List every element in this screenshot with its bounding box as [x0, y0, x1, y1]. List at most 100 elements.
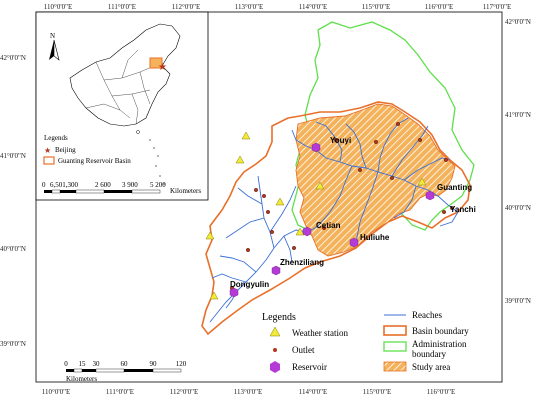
- outlet: [270, 229, 275, 234]
- outlet: [253, 187, 258, 192]
- inset-scalebar: 0 6,501,300 2 600 3 900 5 200 Kilometers: [42, 181, 201, 195]
- outlet: [418, 137, 423, 142]
- bottom-tick-label: 115°0'0"E: [363, 388, 391, 396]
- inset-map: N ★ Legends ★ Beijing Guanting Reservoir…: [35, 11, 209, 201]
- inset-basin-label: Guanting Reservoir Basin: [58, 157, 131, 165]
- top-tick-label: 110°0'0"E: [44, 3, 72, 11]
- weather-station-icon: [235, 155, 245, 164]
- place-label-huliuhe: Huliuhe: [360, 233, 390, 242]
- reach: [257, 175, 275, 249]
- place-label-dongyulin: Dongyulin: [230, 280, 269, 289]
- left-tick-label: 42°0'0"N: [0, 54, 26, 62]
- island: [136, 130, 140, 134]
- reach: [269, 185, 297, 233]
- right-tick-label: 42°0'0"N: [505, 18, 531, 26]
- right-tick-label: 41°0'0"N: [505, 111, 531, 119]
- scale-tick: 120: [176, 360, 187, 368]
- scale-tick: 0: [64, 360, 68, 368]
- scale-tick: 30: [93, 360, 101, 368]
- right-tick-label: 40°0'0"N: [505, 204, 531, 212]
- inset-scale-tick: 5 200: [150, 181, 166, 189]
- legend: Legends Weather station Outlet Reservoir…: [262, 310, 469, 373]
- legend-reservoir-label: Reservoir: [292, 362, 327, 372]
- reach: [393, 185, 417, 219]
- inset-scale-unit: Kilometers: [170, 187, 201, 195]
- left-tick-label: 39°0'0"N: [0, 340, 26, 348]
- legend-weather-station-label: Weather station: [292, 328, 349, 338]
- basin-boundary: [201, 101, 471, 336]
- reach: [237, 187, 263, 205]
- weather-station-icon: [275, 197, 285, 206]
- bottom-tick-label: 110°0'0"E: [42, 388, 70, 396]
- legend-reservoir-icon: [270, 361, 280, 373]
- reservoir-icon: [271, 265, 281, 276]
- scale-tick: 15: [79, 360, 87, 368]
- outlet: [334, 137, 339, 142]
- weather-station-icon: [241, 131, 251, 140]
- bottom-tick-labels: 110°0'0"E 111°0'0"E 112°0'0"E 113°0'0"E …: [42, 388, 455, 396]
- scale-tick: 90: [150, 360, 158, 368]
- weather-station-icon: [209, 291, 219, 300]
- inset-basin-highlight: [149, 57, 163, 69]
- scale-tick: 60: [121, 360, 129, 368]
- reach: [315, 121, 343, 163]
- legend-study-area-swatch: [383, 361, 407, 372]
- place-labels: Youyi Guanting Yanchi Cetian Huliuhe Zhe…: [230, 136, 476, 289]
- legend-weather-station-icon: [269, 326, 281, 337]
- reach: [307, 165, 353, 233]
- legend-admin-swatch: [383, 341, 407, 352]
- outlet: [390, 175, 395, 180]
- weather-station-icon: [417, 177, 427, 186]
- outlet: [322, 225, 327, 230]
- inset-scale-tick: 6,501,300: [50, 181, 79, 189]
- bottom-tick-label: 113°0'0"E: [234, 388, 262, 396]
- reach: [209, 291, 237, 323]
- reservoir-icon: [425, 190, 435, 201]
- reservoir-icon: [229, 287, 239, 298]
- bottom-tick-label: 116°0'0"E: [427, 388, 455, 396]
- inset-beijing-icon: ★: [44, 146, 51, 155]
- top-tick-label: 112°0'0"E: [172, 3, 200, 11]
- top-tick-label: 114°0'0"E: [299, 3, 327, 11]
- legend-admin-label-2: boundary: [412, 349, 446, 359]
- top-tick-labels: 110°0'0"E 111°0'0"E 112°0'0"E 113°0'0"E …: [44, 3, 511, 11]
- outlet: [374, 139, 379, 144]
- outlet: [292, 245, 297, 250]
- weather-station-icon: [205, 231, 215, 240]
- north-arrow-icon: N: [49, 32, 60, 61]
- inset-basin-swatch: [43, 156, 55, 165]
- outlet: [396, 121, 401, 126]
- inset-beijing-label: Beijing: [55, 146, 76, 154]
- reach: [291, 129, 317, 151]
- place-label-cetian: Cetian: [316, 221, 341, 230]
- outlet: [442, 209, 447, 214]
- right-tick-labels: 42°0'0"N 41°0'0"N 40°0'0"N 39°0'0"N: [505, 18, 531, 305]
- place-label-zhenziliang: Zhenziliang: [280, 258, 324, 267]
- outlet: [262, 193, 267, 198]
- outlet: [358, 167, 363, 172]
- top-tick-label: 111°0'0"E: [108, 3, 136, 11]
- place-label-youyi: Youyi: [330, 136, 351, 145]
- reach: [439, 211, 459, 227]
- bottom-tick-label: 112°0'0"E: [170, 388, 198, 396]
- reaches: [209, 117, 459, 323]
- top-tick-label: 113°0'0"E: [235, 3, 263, 11]
- beijing-star-icon: ★: [158, 62, 167, 73]
- province-lines: [85, 49, 155, 125]
- reach: [355, 171, 379, 243]
- scalebar: 0 15 30 60 90 120 Kilometers: [64, 360, 187, 383]
- north-label: N: [50, 32, 55, 40]
- weather-station-icon: [295, 227, 305, 236]
- inset-scale-tick: 3 900: [122, 181, 138, 189]
- legend-outlet-label: Outlet: [292, 345, 315, 355]
- reach: [391, 125, 429, 177]
- outlet: [450, 205, 455, 210]
- place-label-yanchi: Yanchi: [450, 205, 476, 214]
- reservoirs: [229, 142, 435, 298]
- left-tick-label: 40°0'0"N: [0, 245, 26, 253]
- reach: [211, 273, 247, 283]
- top-tick-label: 115°0'0"E: [362, 3, 390, 11]
- reach: [283, 235, 293, 263]
- place-label-guanting: Guanting: [437, 183, 472, 192]
